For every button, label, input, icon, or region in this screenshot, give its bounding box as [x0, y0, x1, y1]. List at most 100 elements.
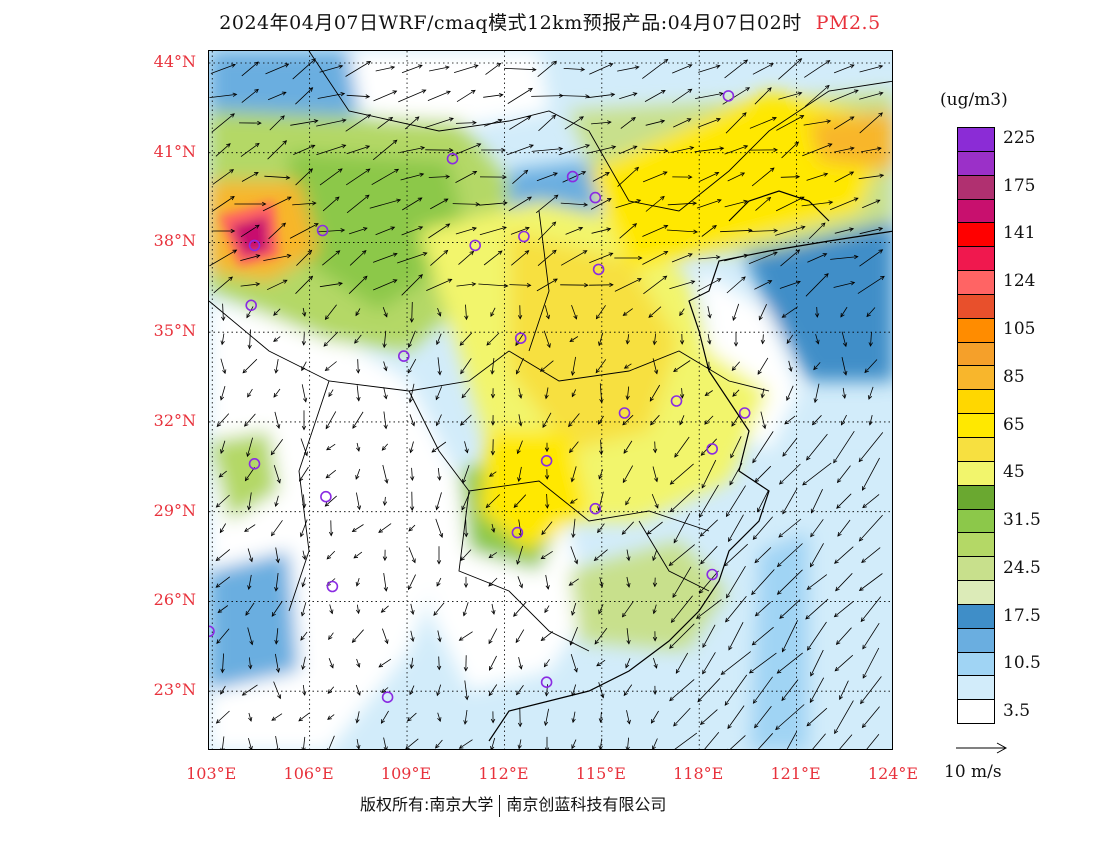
longitude-tick-label: 112°E [478, 764, 529, 783]
wind-vector-head [568, 581, 574, 586]
wind-vector [491, 603, 495, 615]
wind-vector [652, 358, 658, 374]
wind-vector [241, 172, 259, 182]
wind-vector-head [390, 226, 396, 231]
wind-vector-head [611, 145, 617, 150]
city-marker [446, 152, 459, 165]
wind-vector [840, 306, 848, 318]
city-marker [589, 191, 602, 204]
wind-vector-head [502, 226, 507, 231]
wind-vector [518, 414, 522, 426]
wind-vector-head [622, 420, 627, 426]
wind-vector-head [420, 146, 426, 151]
wind-vector [319, 168, 343, 186]
wind-vector-head [773, 228, 779, 233]
wind-vector [642, 59, 668, 79]
wind-vector [479, 202, 507, 206]
wind-vector [345, 61, 371, 77]
wind-vector [301, 602, 307, 616]
wind-vector [642, 251, 668, 265]
wind-vector [267, 91, 287, 101]
wind-vector-head [571, 610, 576, 616]
wind-vector [299, 466, 309, 482]
wind-vector-head [799, 115, 805, 120]
wind-vector [724, 254, 748, 262]
wind-vector [755, 197, 771, 211]
wind-vector-head [247, 585, 252, 590]
wind-vector-head [301, 311, 307, 317]
wind-vector-head [418, 274, 423, 279]
wind-vector [704, 732, 720, 749]
wind-vector-head [826, 119, 832, 124]
wind-vector [727, 172, 745, 182]
wind-vector-head [569, 499, 575, 504]
wind-vector [451, 143, 481, 157]
wind-vector-head [485, 503, 491, 509]
wind-vector-head [244, 527, 249, 532]
wind-vector-head [383, 394, 388, 400]
wind-vector [437, 712, 441, 722]
wind-vector-head [598, 474, 603, 480]
wind-vector-head [718, 91, 724, 97]
wind-vector [240, 143, 260, 157]
wind-vector [816, 306, 818, 318]
wind-vector-head [663, 58, 669, 64]
wind-vector [730, 436, 742, 458]
wind-vector [725, 595, 747, 623]
wind-vector [488, 577, 498, 587]
wind-vector [504, 67, 536, 71]
copyright-company: 南京创蓝科技有限公司 [506, 795, 667, 814]
wind-vector [410, 603, 414, 615]
wind-vector [455, 122, 477, 124]
wind-vector-head [254, 142, 260, 148]
wind-vector-head [488, 472, 494, 477]
wind-vector-head [286, 253, 292, 259]
wind-vector-head [326, 446, 331, 451]
wind-vector-head [282, 140, 288, 145]
wind-vector [858, 174, 884, 180]
wind-vector-head [861, 723, 867, 729]
wind-vector [326, 443, 336, 451]
wind-vector [859, 65, 883, 73]
wind-vector [325, 304, 337, 320]
wind-vector-head [217, 608, 223, 614]
wind-vector [275, 653, 279, 673]
city-marker [589, 502, 602, 515]
wind-vector-head [516, 449, 521, 455]
wind-vector [456, 89, 476, 103]
wind-vector [761, 388, 765, 398]
wind-vector [510, 227, 530, 235]
wind-vector-head [444, 65, 450, 70]
wind-vector-head [648, 313, 653, 318]
wind-vector-head [274, 502, 279, 508]
wind-vector-head [383, 312, 388, 318]
wind-vector-head [383, 366, 388, 372]
wind-vector [248, 574, 252, 590]
wind-vector-head [634, 166, 640, 172]
wind-vector [430, 250, 448, 266]
wind-vector [834, 546, 854, 564]
wind-vector [842, 387, 846, 399]
wind-vector [353, 551, 363, 559]
wind-vector-head [302, 555, 307, 561]
wind-vector-head [298, 717, 303, 722]
wind-vector [778, 92, 802, 100]
wind-vector-head [552, 60, 557, 66]
wind-vector-head [436, 340, 441, 346]
wind-vector [669, 280, 695, 290]
wind-vector-head [650, 718, 656, 724]
wind-vector [249, 657, 251, 669]
wind-vector [806, 173, 828, 181]
wind-vector-head [475, 202, 481, 207]
wind-vector [242, 358, 258, 374]
wind-vector [273, 681, 281, 699]
wind-vector [356, 577, 360, 587]
wind-vector-head [663, 224, 669, 229]
wind-vector-head [706, 366, 712, 372]
wind-vector-head [598, 341, 603, 347]
wind-vector-head [388, 116, 394, 122]
wind-vector-head [727, 724, 732, 730]
wind-vector [408, 524, 416, 532]
wind-vector-head [220, 689, 225, 695]
wind-vector [669, 679, 695, 701]
